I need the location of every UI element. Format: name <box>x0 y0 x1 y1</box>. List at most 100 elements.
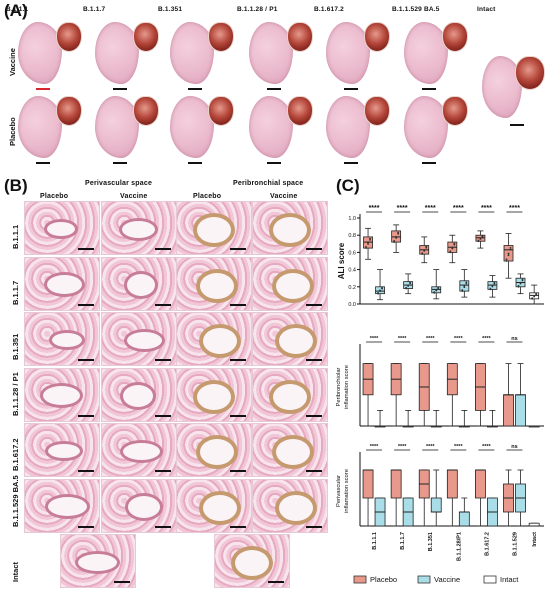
significance-label: **** <box>369 205 380 212</box>
histology-tile <box>24 256 100 311</box>
significance-label: **** <box>454 444 463 450</box>
placebo-box <box>446 469 458 499</box>
vessel-lumen <box>74 550 120 574</box>
y-tick-label: 0.2 <box>348 285 356 291</box>
significance-label: **** <box>509 205 520 212</box>
data-point <box>449 250 452 253</box>
data-point <box>369 237 371 240</box>
whole-lung-photo <box>287 96 313 126</box>
panel-b-row-label: B.1.1.7 <box>11 280 20 305</box>
vessel-lumen <box>39 383 83 408</box>
scale-bar <box>306 303 322 306</box>
histology-tile <box>24 478 100 533</box>
scale-bar <box>306 248 322 250</box>
panel-b-row-label: B.1.617.2 <box>11 438 20 471</box>
vessel-lumen <box>275 490 317 525</box>
significance-label: **** <box>397 205 408 212</box>
scale-bar <box>155 414 171 417</box>
x-category-label: B.1.617.2 <box>484 532 490 556</box>
data-point <box>381 286 383 289</box>
data-point <box>509 248 512 251</box>
histology-tile <box>60 534 136 588</box>
data-point <box>535 292 538 295</box>
lung-section-tissue <box>170 96 214 158</box>
scale-bar <box>155 359 171 361</box>
data-point <box>479 237 482 240</box>
data-point <box>505 258 508 261</box>
y-tick-label: 0.0 <box>348 302 356 308</box>
histology-tile <box>176 478 252 533</box>
y-tick-label: 1.0 <box>348 216 356 222</box>
lung-section-tissue <box>404 22 448 84</box>
lung-section-tissue <box>18 96 62 158</box>
whole-lung-photo <box>133 22 159 52</box>
histology-tile <box>176 367 252 422</box>
scale-bar <box>268 581 284 583</box>
scale-bar <box>422 162 436 164</box>
whole-lung-photo <box>56 22 82 52</box>
data-point <box>451 246 454 249</box>
histology-tile <box>101 367 177 422</box>
subheader-placebo-2: Placebo <box>193 193 222 200</box>
data-point <box>531 297 534 300</box>
lung-section-tissue <box>95 96 139 158</box>
vessel-lumen <box>193 379 235 414</box>
lung-section-tissue <box>326 96 370 158</box>
panel-b-row-label: B.1.1.28 / P1 <box>11 371 20 416</box>
subheader-vaccine-2: Vaccine <box>270 193 298 200</box>
data-point <box>465 281 468 284</box>
histology-tile <box>101 478 177 533</box>
histology-tile <box>101 201 177 255</box>
vessel-lumen <box>44 219 78 239</box>
x-category-label: Intact <box>532 532 538 547</box>
significance-label: **** <box>426 444 435 450</box>
data-point <box>477 239 480 242</box>
intact-lung-photo <box>515 56 545 90</box>
scale-bar <box>36 88 50 90</box>
scale-bar <box>36 162 50 164</box>
legend-swatch <box>483 575 497 584</box>
panel-b-row-label: B.1.351 <box>11 333 20 360</box>
histology-tile <box>24 201 100 255</box>
scale-bar <box>155 525 171 528</box>
panel-b-row-label: Intact <box>11 561 20 582</box>
data-point <box>397 231 400 234</box>
vessel-lumen <box>123 328 165 352</box>
y-axis-title: inflamation score <box>344 365 350 409</box>
x-category-label: B.1.1.1 <box>372 532 378 550</box>
panel-a-column-label: B.1.351 <box>158 6 183 13</box>
histology-tile <box>24 312 100 366</box>
y-axis-title: Perivascular <box>336 475 342 507</box>
scale-bar <box>230 303 246 306</box>
histology-tile <box>252 312 328 366</box>
scale-bar <box>155 303 171 306</box>
scale-bar <box>78 248 94 250</box>
vessel-lumen <box>269 379 311 414</box>
significance-label: ns <box>511 336 517 342</box>
lung-section-tissue <box>170 22 214 84</box>
legend-label: Placebo <box>370 575 397 584</box>
vessel-lumen <box>118 217 158 241</box>
data-point <box>367 241 369 244</box>
vessel-lumen <box>43 272 85 297</box>
legend-swatch <box>417 575 431 584</box>
panel-label-c: (C) <box>336 176 360 195</box>
histology-tile <box>252 256 328 311</box>
data-point <box>407 284 410 287</box>
whole-lung-photo <box>442 96 468 126</box>
whole-lung-photo <box>56 96 82 126</box>
scale-bar <box>344 88 358 90</box>
vessel-lumen <box>196 435 238 469</box>
vessel-lumen <box>193 213 235 247</box>
placebo-box <box>475 469 486 499</box>
vessel-lumen <box>199 490 241 525</box>
significance-label: **** <box>398 336 407 342</box>
lung-section-tissue <box>18 22 62 84</box>
scale-bar <box>155 248 171 250</box>
data-point <box>395 235 398 238</box>
data-point <box>521 278 524 281</box>
data-point <box>453 242 456 245</box>
data-point <box>517 284 520 287</box>
data-point <box>461 289 464 291</box>
vessel-lumen <box>231 546 273 580</box>
